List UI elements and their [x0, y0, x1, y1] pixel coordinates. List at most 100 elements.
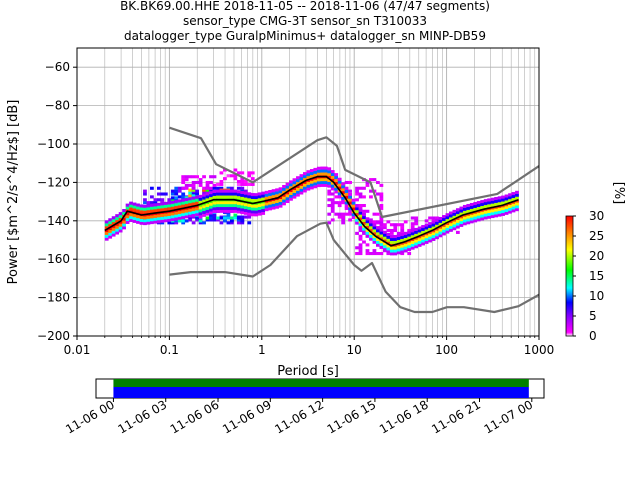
- density-cell: [243, 215, 248, 219]
- density-cell: [250, 177, 255, 181]
- density-cell: [480, 217, 485, 221]
- density-cell: [459, 209, 464, 213]
- density-cell: [198, 183, 203, 187]
- density-cell: [455, 222, 460, 226]
- density-cell: [170, 199, 175, 203]
- density-cell: [226, 209, 231, 213]
- colorbar-label: [%]: [611, 182, 626, 205]
- density-cell: [511, 192, 516, 196]
- density-cell: [167, 201, 172, 205]
- density-cell: [355, 192, 359, 196]
- density-cell: [167, 218, 172, 222]
- density-cell: [389, 223, 394, 227]
- density-cell: [247, 206, 252, 210]
- density-cell: [421, 230, 425, 234]
- density-cell: [278, 187, 283, 191]
- density-cell: [243, 194, 248, 198]
- density-cell: [330, 192, 335, 196]
- density-cell: [407, 228, 412, 233]
- density-cell: [156, 205, 161, 209]
- density-cell: [487, 201, 492, 205]
- coverage-bars: [113, 379, 529, 398]
- density-cell: [323, 180, 328, 185]
- density-cell: [223, 204, 227, 208]
- density-cell: [150, 209, 154, 213]
- density-cell: [382, 230, 387, 234]
- density-cell: [223, 177, 227, 181]
- x-axis: 0.01 0.1 1 10 100 1000: [64, 336, 554, 357]
- density-cell: [191, 202, 196, 206]
- density-cell: [191, 210, 196, 214]
- density-cell: [257, 209, 262, 213]
- density-cell: [143, 210, 147, 214]
- density-cell: [330, 181, 335, 185]
- density-cell: [229, 192, 234, 196]
- density-cell: [143, 219, 147, 223]
- density-cell: [143, 189, 147, 193]
- density-cell: [372, 237, 377, 241]
- density-cell: [188, 214, 193, 218]
- density-cell: [202, 199, 206, 203]
- density-cell: [334, 212, 339, 216]
- density-cell: [125, 215, 130, 219]
- density-cell: [264, 202, 269, 206]
- density-cell: [393, 234, 398, 239]
- density-cell: [462, 204, 467, 209]
- density-cell: [223, 206, 227, 210]
- density-cell: [330, 184, 335, 188]
- density-cell: [236, 171, 241, 175]
- density-cell: [306, 184, 311, 188]
- density-cell: [358, 204, 363, 208]
- density-cell: [358, 195, 363, 199]
- density-cell: [382, 245, 387, 249]
- density-cell: [462, 216, 467, 220]
- density-cell: [195, 213, 199, 217]
- density-cell: [424, 223, 429, 227]
- density-cell: [160, 221, 165, 225]
- density-cell: [299, 185, 304, 189]
- density-cell: [163, 207, 168, 211]
- x-tick-label: 0.01: [64, 343, 91, 357]
- density-cell: [264, 190, 269, 194]
- density-cell: [490, 197, 495, 201]
- density-cell: [348, 195, 352, 199]
- density-cell: [167, 212, 172, 216]
- density-cell: [205, 218, 210, 222]
- density-cell: [389, 246, 394, 250]
- density-cell: [309, 169, 314, 173]
- density-cell: [455, 213, 460, 218]
- density-cell: [445, 227, 450, 231]
- density-cell: [163, 219, 168, 223]
- density-cell: [132, 205, 137, 209]
- density-cell: [226, 192, 231, 196]
- density-cell: [160, 219, 165, 223]
- density-cell: [302, 177, 307, 181]
- density-cell: [129, 216, 133, 220]
- density-cell: [469, 208, 474, 212]
- density-cell: [257, 195, 262, 199]
- y-axis-label: Power [$m^2/s^4/Hz$] [dB]: [6, 100, 21, 285]
- density-cell: [216, 189, 220, 193]
- density-cell: [216, 186, 220, 190]
- density-cell: [160, 198, 165, 202]
- density-cell: [136, 209, 140, 213]
- density-cell: [219, 206, 224, 210]
- density-cell: [195, 216, 199, 220]
- density-cell: [334, 175, 339, 180]
- density-cell: [129, 204, 133, 208]
- density-cell: [351, 207, 356, 211]
- density-cell: [174, 192, 179, 196]
- density-cell: [240, 190, 245, 194]
- density-cell: [191, 196, 196, 200]
- density-cell: [240, 196, 245, 200]
- density-cell: [442, 226, 446, 230]
- density-cell: [177, 186, 182, 190]
- y-tick-label: −200: [37, 329, 70, 343]
- density-cell: [181, 215, 186, 220]
- density-cell: [372, 212, 377, 216]
- density-cell: [424, 240, 429, 244]
- density-cell: [341, 215, 346, 219]
- density-cell: [296, 184, 300, 188]
- density-cell: [362, 186, 366, 190]
- density-cell: [195, 192, 199, 196]
